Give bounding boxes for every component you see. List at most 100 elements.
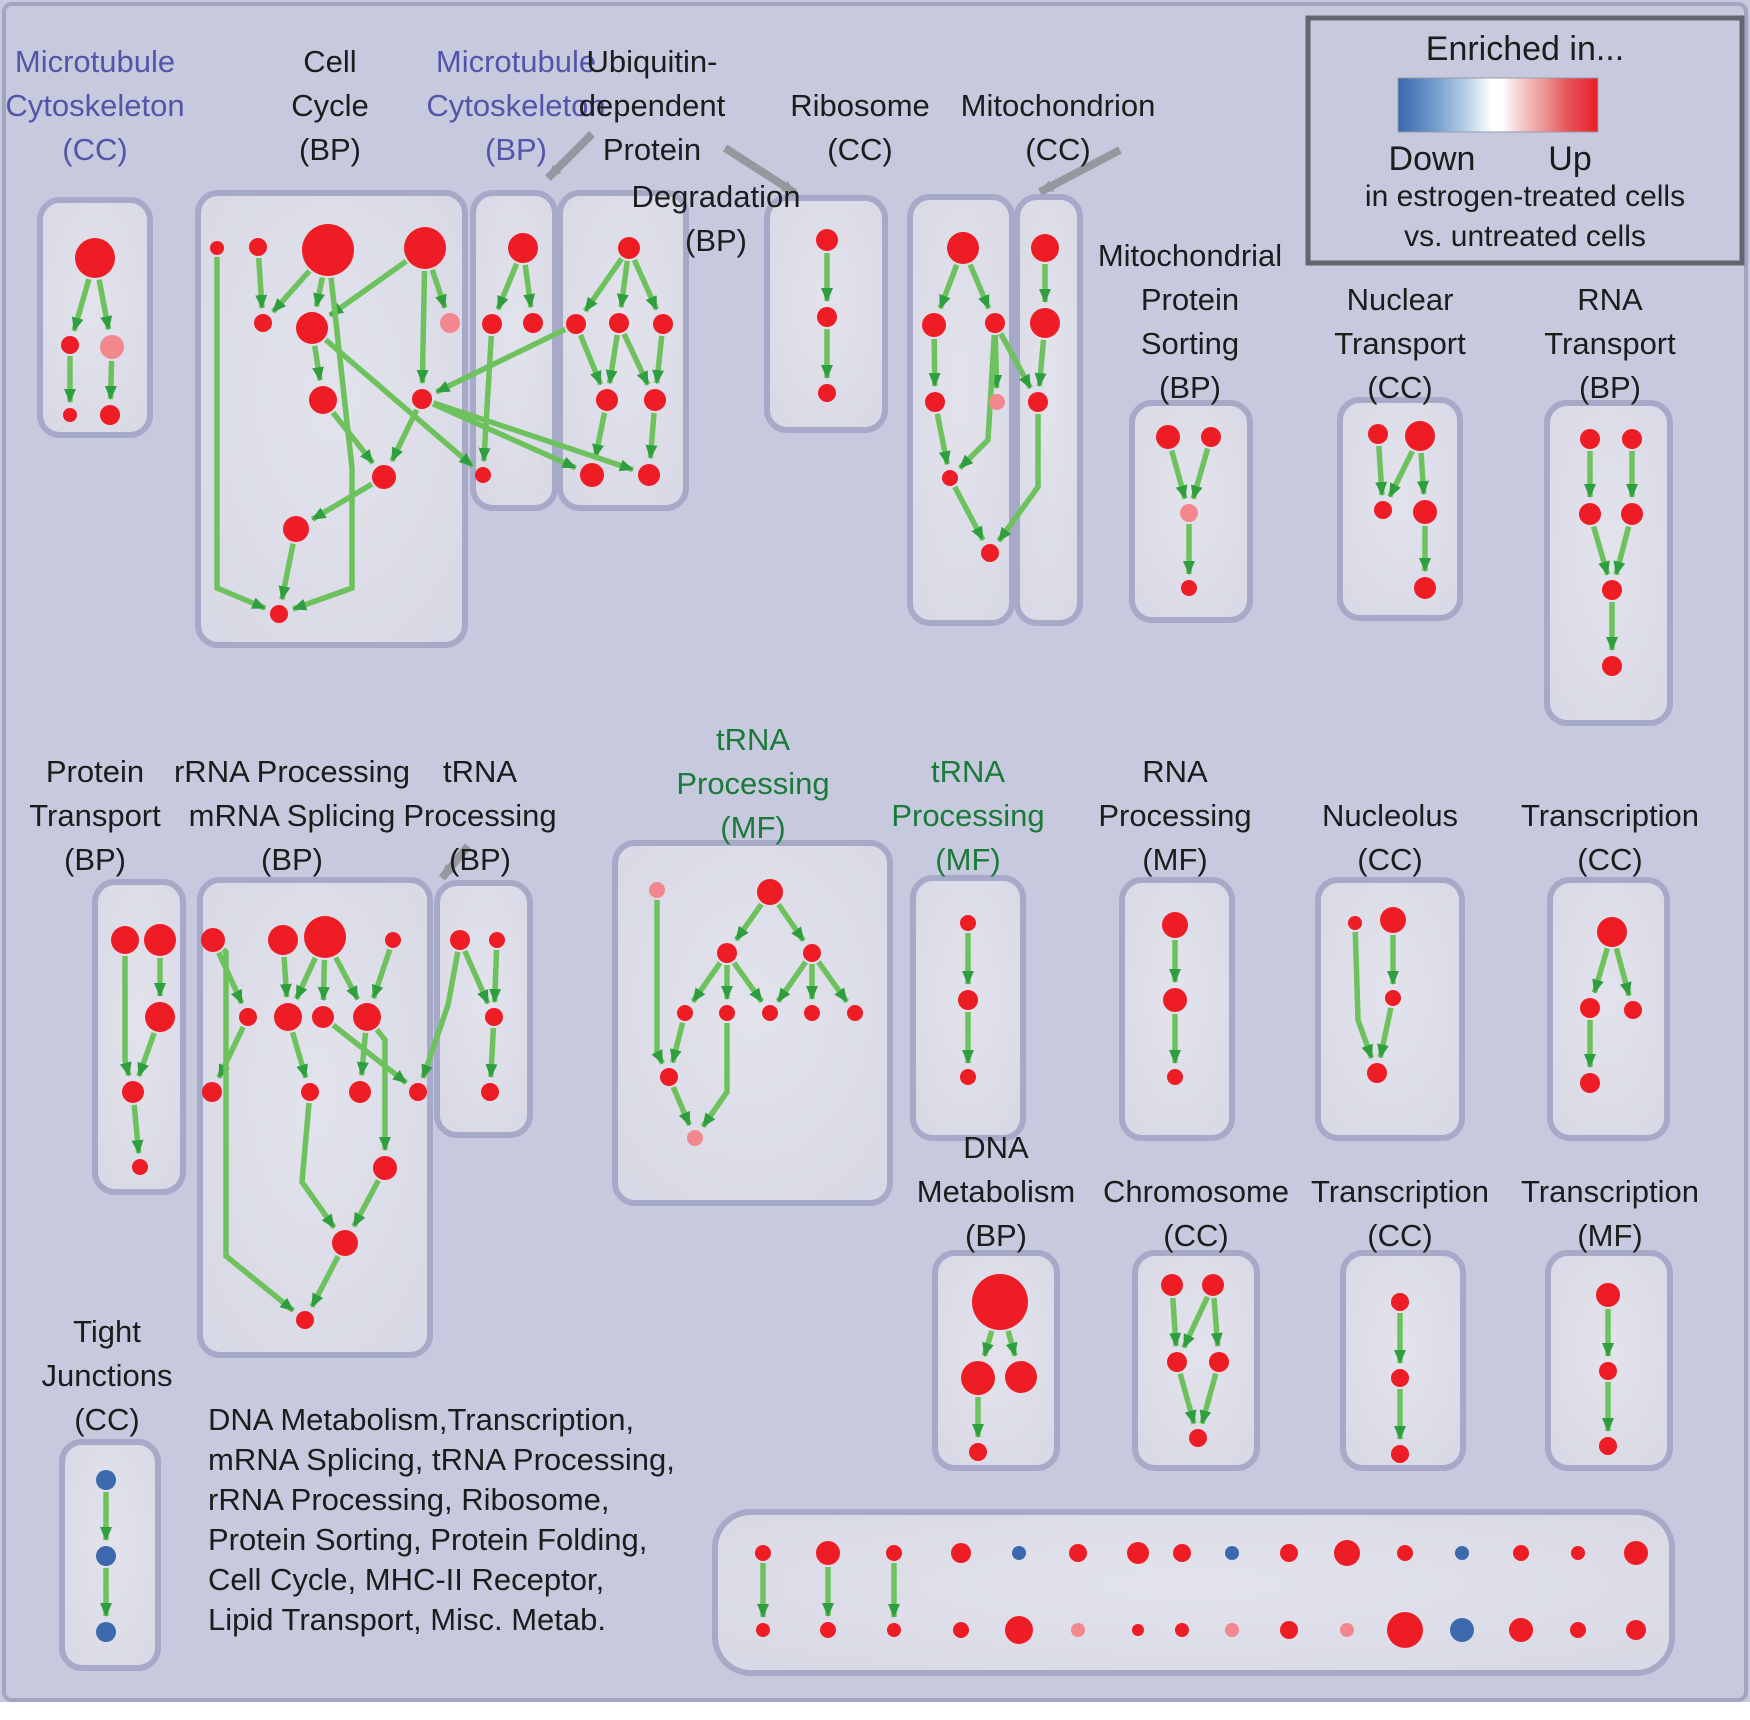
node-red [1005,1361,1037,1393]
node-red [1624,1001,1642,1019]
edge-arrow [374,1027,391,1151]
edge-arrow [1177,1372,1197,1425]
pointer-arrow [1038,146,1122,196]
node-red [1162,912,1188,938]
node-red [618,237,640,259]
rna-proc-mf-label: RNA Processing (MF) [1098,754,1251,877]
node-red [412,389,432,409]
edge-arrow [478,335,495,462]
node-red [1622,429,1642,449]
node-red [485,1008,503,1026]
node-red [304,916,346,958]
node-red [523,313,543,333]
node-red [1405,421,1435,451]
edge-arrow [216,1025,246,1079]
group-box-chromosome-cc [1132,1250,1260,1471]
edge-arrow [592,412,608,459]
edge-arrow [119,956,132,1077]
node-pink [100,335,124,359]
matrix-dot-red [816,1541,840,1565]
matrix-dot-red [1069,1544,1087,1562]
node-red [239,1008,257,1026]
node-blue [96,1546,116,1566]
node-pink [989,394,1005,410]
node-red [677,1005,693,1021]
node-red [816,229,838,251]
edge-arrow [292,277,355,612]
node-red [1209,1352,1229,1372]
legend-subtitle-line1: in estrogen-treated cells [1365,180,1685,213]
node-red [332,1230,358,1256]
node-pink [687,1130,703,1146]
mt-cc-label: Microtubule Cytoskeleton (CC) [5,44,184,167]
legend-up-label: Up [1548,140,1591,178]
node-red [508,233,538,263]
node-red [312,1006,334,1028]
edge-arrow [733,902,764,942]
matrix-dot-red [1570,1622,1586,1638]
node-red [1391,1445,1409,1463]
node-red [450,930,470,950]
node-red [309,386,337,414]
legend-box [1305,15,1745,266]
node-red [1597,917,1627,947]
node-red [144,924,176,956]
edge-arrow [1169,1297,1182,1347]
node-red [972,1274,1028,1330]
edge-arrow-cross [998,332,1033,390]
node-red [201,928,225,952]
edge-arrow [313,276,326,308]
node-red [1621,503,1643,525]
node-red [270,605,288,623]
edge-arrow [669,1022,686,1064]
node-red [404,227,446,269]
node-red [1580,1073,1600,1093]
node-red [757,879,783,905]
edge-arrow [1181,1295,1210,1349]
node-red [609,313,629,333]
mitochondrion-label: Mitochondrion (CC) [961,88,1156,167]
matrix-dot-red [953,1622,969,1638]
edge-arrow [317,959,330,1001]
edge-arrow [1377,1007,1394,1059]
node-pink [440,313,460,333]
edge-arrow [967,263,992,310]
node-red [1202,1274,1224,1296]
node-red [566,314,586,334]
node-red [145,1002,175,1032]
node-red [960,1069,976,1085]
nucleolus-label: Nucleolus (CC) [1322,798,1458,877]
node-red [1580,998,1600,1018]
node-red [1367,1063,1387,1083]
edge-arrow [631,258,660,311]
edge-arrow [1005,1330,1018,1357]
edge-arrow [1210,1297,1223,1347]
node-red [653,314,673,334]
matrix-dot-pink [1225,1623,1239,1637]
group-box-transcription-cc-bot [1340,1250,1466,1471]
node-red [1580,429,1600,449]
edge-arrow [1590,525,1611,576]
matrix-dot-red [1173,1544,1191,1562]
node-red [1602,580,1622,600]
group-box-transcription-cc-mid [1547,877,1670,1141]
edge-arrow-cross [323,337,475,468]
group-box-nuclear-transport-cc [1337,397,1463,621]
edge-arrow [522,264,536,309]
edge-arrow [96,279,113,331]
edge-arrow [389,408,420,463]
transcription-cc-mid-label: Transcription (CC) [1521,798,1699,877]
node-red [958,990,978,1010]
edge-arrow [279,956,292,998]
node-red [1380,907,1406,933]
matrix-dot-red [1626,1620,1646,1640]
edge-arrow-cross [431,401,577,471]
edge-arrow [652,335,665,385]
edge-arrow [214,257,267,611]
edge-arrow [328,259,408,318]
node-red [100,405,120,425]
edge-arrow [934,413,951,466]
matrix-dot-pink [1340,1623,1354,1637]
node-red [719,1005,735,1021]
node-red [596,389,618,411]
